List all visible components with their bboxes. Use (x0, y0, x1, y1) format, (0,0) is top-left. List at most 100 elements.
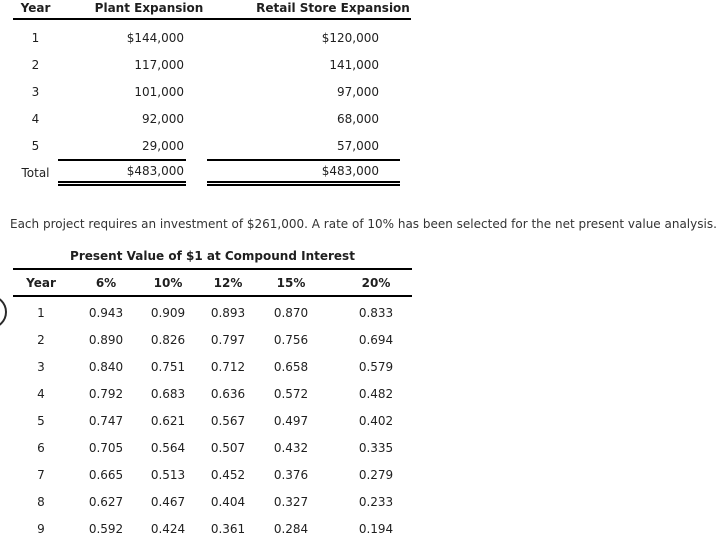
year-cell: 4 (31, 111, 40, 126)
pv-value-cell: 0.893 (210, 305, 246, 320)
pv-year-header: Year (26, 275, 56, 290)
pv-value-cell: 0.694 (358, 332, 394, 347)
plant-value-cell: $144,000 (126, 30, 184, 45)
pv-value-cell: 0.683 (150, 386, 186, 401)
table-row: 6 0.705 0.564 0.507 0.432 0.335 (13, 434, 412, 461)
retail-value-cell: 68,000 (337, 111, 379, 126)
pv-value-cell: 0.572 (273, 386, 309, 401)
retail-value-cell: 57,000 (337, 138, 379, 153)
pv-value-cell: 0.284 (273, 521, 309, 536)
pv-value-cell: 0.756 (273, 332, 309, 347)
pv-value-cell: 0.747 (88, 413, 124, 428)
pv-year-cell: 7 (37, 467, 45, 482)
pv-value-cell: 0.404 (210, 494, 246, 509)
year-column-header: Year (20, 1, 51, 15)
pv-value-cell: 0.909 (150, 305, 186, 320)
retail-column-header: Retail Store Expansion (256, 1, 410, 15)
year-cell: 1 (31, 30, 40, 45)
plant-column-header: Plant Expansion (94, 1, 204, 15)
table-row: 7 0.665 0.513 0.452 0.376 0.279 (13, 461, 412, 488)
pv-value-cell: 0.507 (210, 440, 246, 455)
pv-header-row: Year 6% 10% 12% 15% 20% (13, 270, 412, 297)
pv-value-cell: 0.943 (88, 305, 124, 320)
pv-table-body: 1 0.943 0.909 0.893 0.870 0.833 2 0.890 … (13, 297, 412, 542)
pv-value-cell: 0.627 (88, 494, 124, 509)
pv-value-cell: 0.579 (358, 359, 394, 374)
plant-value-cell: 117,000 (134, 57, 184, 72)
table-row: 2 0.890 0.826 0.797 0.756 0.694 (13, 326, 412, 353)
pv-value-cell: 0.432 (273, 440, 309, 455)
pv-year-cell: 2 (37, 332, 45, 347)
investment-description-text: Each project requires an investment of $… (10, 217, 717, 231)
pv-year-cell: 5 (37, 413, 45, 428)
table-row: 9 0.592 0.424 0.361 0.284 0.194 (13, 515, 412, 542)
table-row: 1 0.943 0.909 0.893 0.870 0.833 (13, 299, 412, 326)
pv-value-cell: 0.870 (273, 305, 309, 320)
cash-flow-body: 1 $144,000 $120,000 2 117,000 141,000 3 … (13, 20, 411, 186)
pv-value-cell: 0.890 (88, 332, 124, 347)
pv-year-cell: 9 (37, 521, 45, 536)
pv-rate-header: 10% (153, 275, 183, 290)
pv-value-cell: 0.840 (88, 359, 124, 374)
pv-value-cell: 0.497 (273, 413, 309, 428)
table-row: 3 101,000 97,000 (13, 78, 411, 105)
cutoff-circle-icon (0, 295, 7, 329)
pv-value-cell: 0.826 (150, 332, 186, 347)
pv-value-cell: 0.335 (358, 440, 394, 455)
table-row: 8 0.627 0.467 0.404 0.327 0.233 (13, 488, 412, 515)
pv-value-cell: 0.751 (150, 359, 186, 374)
table-row: 3 0.840 0.751 0.712 0.658 0.579 (13, 353, 412, 380)
pv-year-cell: 6 (37, 440, 45, 455)
pv-value-cell: 0.452 (210, 467, 246, 482)
pv-value-cell: 0.402 (358, 413, 394, 428)
pv-value-cell: 0.658 (273, 359, 309, 374)
year-cell: 2 (31, 57, 40, 72)
pv-value-cell: 0.792 (88, 386, 124, 401)
pv-value-cell: 0.233 (358, 494, 394, 509)
pv-value-cell: 0.636 (210, 386, 246, 401)
pv-value-cell: 0.665 (88, 467, 124, 482)
year-cell: 3 (31, 84, 40, 99)
total-row: Total $483,000 $483,000 (13, 159, 411, 186)
pv-value-cell: 0.797 (210, 332, 246, 347)
pv-year-cell: 1 (37, 305, 45, 320)
cash-flow-table: Year Plant Expansion Retail Store Expans… (13, 0, 411, 186)
table-row: 1 $144,000 $120,000 (13, 24, 411, 51)
retail-value-cell: $120,000 (321, 30, 379, 45)
table-row: 2 117,000 141,000 (13, 51, 411, 78)
pv-year-cell: 4 (37, 386, 45, 401)
pv-rate-header: 15% (276, 275, 306, 290)
pv-value-cell: 0.567 (210, 413, 246, 428)
retail-value-cell: 141,000 (329, 57, 379, 72)
pv-value-cell: 0.513 (150, 467, 186, 482)
retail-value-cell: 97,000 (337, 84, 379, 99)
plant-value-cell: 101,000 (134, 84, 184, 99)
cash-flow-header-row: Year Plant Expansion Retail Store Expans… (13, 0, 411, 20)
pv-rate-header: 12% (213, 275, 243, 290)
pv-value-cell: 0.712 (210, 359, 246, 374)
pv-value-cell: 0.194 (358, 521, 394, 536)
plant-value-cell: 29,000 (142, 138, 184, 153)
pv-value-cell: 0.482 (358, 386, 394, 401)
table-row: 5 0.747 0.621 0.567 0.497 0.402 (13, 407, 412, 434)
pv-value-cell: 0.564 (150, 440, 186, 455)
table-row: 4 0.792 0.683 0.636 0.572 0.482 (13, 380, 412, 407)
pv-year-cell: 3 (37, 359, 45, 374)
pv-value-cell: 0.621 (150, 413, 186, 428)
pv-value-cell: 0.424 (150, 521, 186, 536)
pv-value-cell: 0.705 (88, 440, 124, 455)
year-cell: 5 (31, 138, 40, 153)
plant-total-cell: $483,000 (58, 159, 186, 186)
pv-value-cell: 0.376 (273, 467, 309, 482)
pv-value-cell: 0.361 (210, 521, 246, 536)
plant-value-cell: 92,000 (142, 111, 184, 126)
pv-value-cell: 0.467 (150, 494, 186, 509)
table-row: 5 29,000 57,000 (13, 132, 411, 159)
pv-rate-header: 20% (361, 275, 391, 290)
pv-value-cell: 0.592 (88, 521, 124, 536)
pv-rate-header: 6% (95, 275, 117, 290)
retail-total-cell: $483,000 (207, 159, 400, 186)
pv-value-cell: 0.327 (273, 494, 309, 509)
total-label: Total (21, 165, 50, 180)
pv-value-cell: 0.279 (358, 467, 394, 482)
